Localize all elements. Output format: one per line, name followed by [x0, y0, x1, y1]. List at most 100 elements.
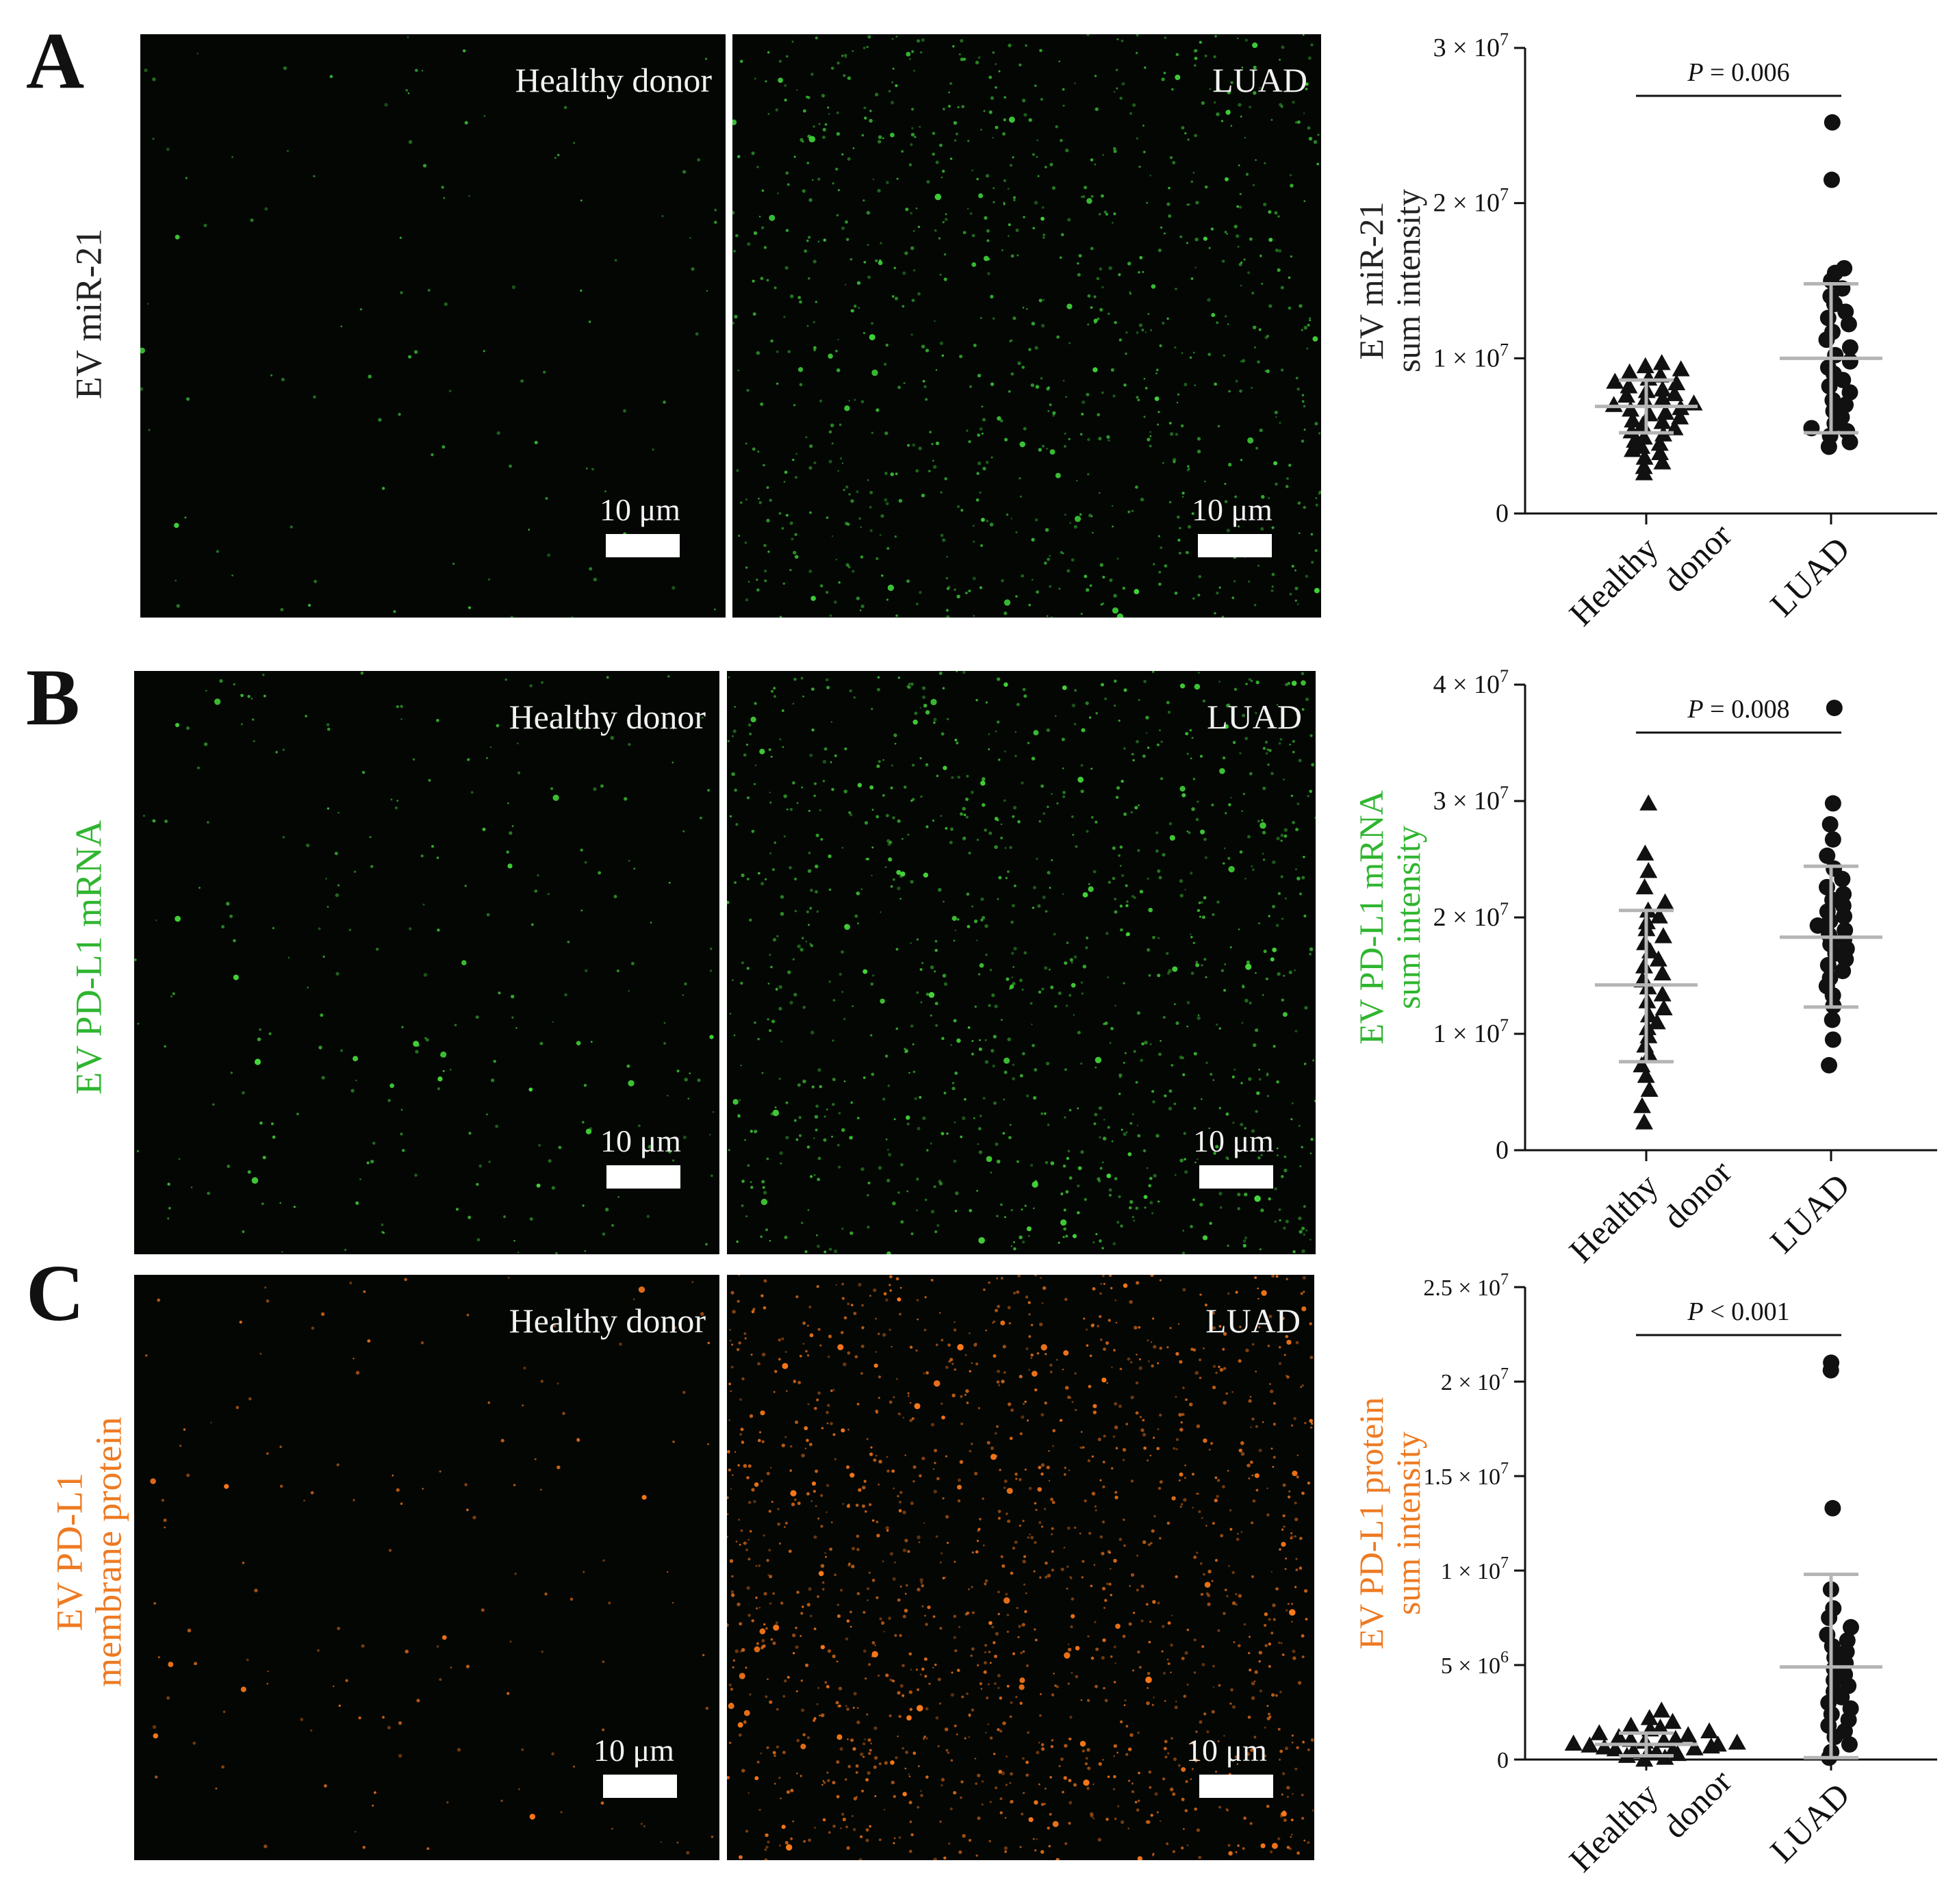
speckle [427, 289, 431, 292]
speckle [1140, 1058, 1144, 1063]
speckle [766, 1157, 769, 1160]
speckle [1039, 49, 1043, 53]
speckle [852, 570, 855, 573]
speckle [1001, 1380, 1005, 1384]
speckle [747, 723, 752, 727]
speckle [1080, 1431, 1083, 1433]
speckle [807, 1209, 810, 1211]
speckle [811, 728, 815, 732]
speckle [779, 1151, 783, 1156]
speckle [992, 1321, 994, 1324]
speckle [1301, 1634, 1305, 1638]
speckle [813, 1406, 817, 1410]
speckle [1208, 246, 1211, 249]
speckle [935, 1535, 938, 1538]
speckle [904, 1049, 908, 1053]
speckle [440, 1051, 447, 1058]
speckle [1278, 1362, 1282, 1365]
speckle [895, 1027, 899, 1030]
speckle [1013, 196, 1016, 199]
speckle [1309, 789, 1313, 794]
speckle [982, 1544, 985, 1547]
speckle [400, 1132, 403, 1136]
speckle [802, 189, 806, 193]
speckle [1283, 1818, 1287, 1823]
speckle [845, 1465, 850, 1469]
speckle [881, 1621, 885, 1625]
speckle [226, 902, 230, 906]
speckle [1272, 1603, 1276, 1608]
speckle [984, 216, 988, 220]
speckle [925, 1149, 929, 1152]
speckle [977, 461, 982, 466]
speckle [945, 1455, 947, 1458]
speckle [845, 220, 848, 224]
speckle [1300, 1292, 1303, 1295]
speckle [1148, 1770, 1151, 1774]
speckle [938, 1702, 942, 1705]
speckle [975, 1343, 977, 1345]
speckle [1051, 1527, 1054, 1530]
speckle [1150, 1275, 1154, 1277]
speckle [844, 747, 847, 750]
speckle [863, 1480, 867, 1483]
speckle [1004, 1850, 1007, 1853]
speckle [938, 671, 943, 676]
speckle [1182, 1386, 1185, 1389]
speckle [736, 1347, 740, 1351]
speckle [714, 208, 717, 212]
speckle [1172, 1792, 1176, 1797]
speckle [1184, 1170, 1188, 1174]
speckle [990, 294, 994, 299]
speckle [913, 70, 915, 72]
speckle [1071, 558, 1075, 562]
speckle [1290, 255, 1293, 258]
speckle [1280, 875, 1283, 878]
speckle [663, 401, 666, 404]
speckle [1177, 393, 1180, 396]
data-point-triangle [1635, 878, 1654, 895]
speckle [867, 1181, 871, 1184]
speckle [734, 314, 738, 319]
speckle [857, 1117, 860, 1119]
speckle [610, 736, 615, 740]
data-point-triangle [1656, 893, 1674, 910]
speckle [1164, 1755, 1168, 1759]
speckle [1119, 1076, 1121, 1079]
speckle [841, 1228, 844, 1230]
speckle [1264, 335, 1268, 340]
speckle [815, 1469, 819, 1473]
speckle [1047, 871, 1051, 875]
speckle [428, 778, 431, 782]
speckle [880, 242, 882, 244]
data-point-circle [1841, 1736, 1858, 1753]
speckle [1235, 1592, 1238, 1596]
speckle [1242, 1243, 1246, 1248]
speckle [1069, 1576, 1072, 1579]
speckle [1222, 756, 1226, 760]
speckle [1103, 1022, 1105, 1026]
speckle [1277, 1837, 1281, 1840]
data-point-triangle [1610, 1727, 1628, 1744]
speckle [1151, 1090, 1155, 1093]
speckle [949, 81, 953, 86]
speckle [923, 385, 927, 388]
speckle [1006, 1614, 1010, 1616]
speckle [884, 1761, 888, 1765]
speckle [820, 1494, 823, 1497]
speckle [908, 1773, 910, 1775]
speckle [1051, 1501, 1056, 1504]
micrograph-luad-a: LUAD 10 μm [732, 34, 1321, 618]
speckle [1065, 1004, 1069, 1007]
speckle [831, 787, 834, 791]
speckle [1133, 896, 1137, 900]
speckle [253, 740, 255, 742]
speckle [954, 929, 957, 932]
speckle [746, 877, 750, 880]
speckle [953, 1790, 957, 1795]
scale-text-healthy-b: 10 μm [600, 1124, 681, 1158]
speckle [1283, 1168, 1288, 1173]
speckle [906, 579, 910, 583]
speckle [1257, 1325, 1261, 1329]
speckle [878, 1397, 880, 1399]
